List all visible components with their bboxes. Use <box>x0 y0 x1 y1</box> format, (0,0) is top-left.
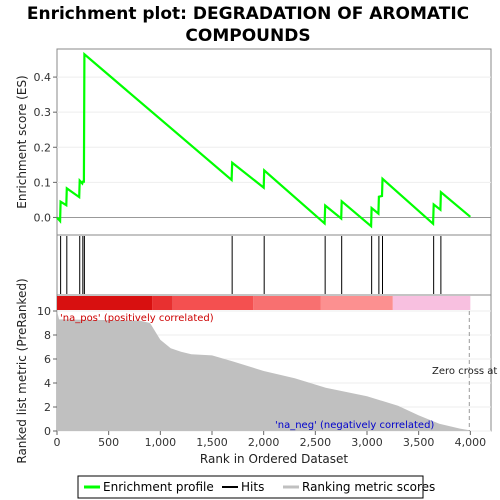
pos-label: 'na_pos' (positively correlated) <box>60 313 214 324</box>
x-tick-label: 1,000 <box>145 436 177 449</box>
chart-title-line2: COMPOUNDS <box>185 26 310 46</box>
metric-tick-label: 4 <box>44 377 51 390</box>
color-bar-segment <box>172 296 254 310</box>
metric-tick-label: 0 <box>44 425 51 438</box>
chart-title-line1: Enrichment plot: DEGRADATION OF AROMATIC <box>27 4 469 24</box>
es-tick-label: 0.4 <box>34 71 52 84</box>
x-tick-label: 1,500 <box>196 436 228 449</box>
hits-panel <box>56 234 492 296</box>
legend: Enrichment profile Hits Ranking metric s… <box>77 475 435 499</box>
zero-cross-label: Zero cross at 3 <box>432 366 500 377</box>
metric-area <box>57 311 471 431</box>
metric-panel: 0 2 4 6 8 10 'na_pos' (positively correlated)… <box>15 278 500 463</box>
color-bar-segment <box>392 296 471 310</box>
metric-tick-label: 8 <box>44 329 51 342</box>
color-bar <box>56 294 492 312</box>
metric-tick-label: 6 <box>44 353 51 366</box>
color-bar-segment <box>253 296 321 310</box>
x-tick-label: 0 <box>54 436 61 449</box>
legend-label-enrichment: Enrichment profile <box>103 480 214 494</box>
x-tick-label: 2,000 <box>248 436 280 449</box>
metric-ylabel: Ranked list metric (PreRanked) <box>15 278 29 463</box>
x-tick-label: 500 <box>98 436 119 449</box>
hits-panel-frame <box>56 234 492 296</box>
x-tick-label: 2,500 <box>300 436 332 449</box>
legend-box <box>77 475 424 499</box>
metric-tick-label: 10 <box>37 305 51 318</box>
es-ylabel: Enrichment score (ES) <box>15 75 29 208</box>
es-tick-label: 0.1 <box>34 176 52 189</box>
es-line <box>56 51 472 229</box>
es-panel: 0.0 0.1 0.2 0.3 0.4 Enrichment score (ES) <box>15 48 492 236</box>
legend-label-metric: Ranking metric scores <box>302 480 435 494</box>
neg-label: 'na_neg' (negatively correlated) <box>275 420 434 431</box>
x-tick-label: 3,500 <box>403 436 435 449</box>
x-axis: 0 500 1,000 1,500 2,000 2,500 3,000 3,500 4,000 … <box>54 431 487 466</box>
x-tick-label: 4,000 <box>455 436 487 449</box>
color-bar-segment <box>152 296 173 310</box>
metric-tick-label: 2 <box>44 401 51 414</box>
x-axis-label: Rank in Ordered Dataset <box>200 452 348 466</box>
es-tick-label: 0.0 <box>34 211 52 224</box>
x-tick-label: 3,000 <box>351 436 383 449</box>
es-tick-label: 0.3 <box>34 106 52 119</box>
color-bar-segment <box>57 296 153 310</box>
es-panel-frame <box>56 48 492 236</box>
color-bar-segment <box>320 296 393 310</box>
es-tick-label: 0.2 <box>34 141 52 154</box>
legend-label-hits: Hits <box>241 480 264 494</box>
